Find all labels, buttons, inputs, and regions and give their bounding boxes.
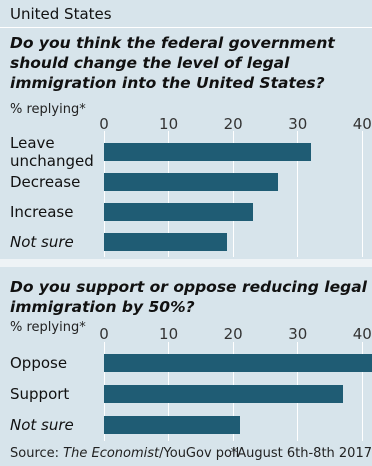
bar <box>104 416 240 434</box>
source-suffix: /YouGov poll <box>159 446 240 461</box>
grid-line <box>361 342 363 441</box>
grid-line <box>103 131 105 257</box>
category-label: Increase <box>10 203 74 221</box>
grid-line <box>297 131 299 257</box>
x-tick-label: 40 <box>352 115 372 133</box>
footnote: *August 6th-8th 2017 <box>230 446 372 461</box>
header: United States <box>10 5 112 23</box>
source-prefix: Source: <box>10 446 64 461</box>
chart-title: Do you think the federal government shou… <box>10 34 335 92</box>
bar <box>104 203 253 221</box>
bar <box>104 233 227 251</box>
x-tick-label: 10 <box>159 115 179 133</box>
x-tick-label: 30 <box>288 115 308 133</box>
x-tick-label: 20 <box>223 115 243 133</box>
category-label: Leave unchanged <box>10 134 94 170</box>
category-label: Not sure <box>10 233 74 251</box>
source-publication: The Economist <box>63 446 160 461</box>
chart-subtitle: % replying* <box>10 102 86 117</box>
x-tick-label: 20 <box>223 325 243 343</box>
grid-line <box>361 131 363 257</box>
x-tick-label: 30 <box>288 325 308 343</box>
category-label: Decrease <box>10 173 81 191</box>
source: Source: The Economist/YouGov poll <box>10 446 239 461</box>
grid-line <box>168 131 170 257</box>
chart-subtitle: % replying* <box>10 320 86 335</box>
x-tick-label: 0 <box>99 115 109 133</box>
bar <box>104 354 372 372</box>
x-tick-label: 0 <box>99 325 109 343</box>
chart-title: Do you support or oppose reducing legal … <box>10 278 367 316</box>
header-rule <box>0 27 372 28</box>
category-label: Support <box>10 385 70 403</box>
x-tick-label: 10 <box>159 325 179 343</box>
bar <box>104 385 343 403</box>
category-label: Oppose <box>10 354 68 372</box>
category-label: Not sure <box>10 416 74 434</box>
bar <box>104 173 279 191</box>
bar <box>104 143 311 161</box>
grid-line <box>232 131 234 257</box>
separator <box>0 259 372 267</box>
x-tick-label: 40 <box>352 325 372 343</box>
